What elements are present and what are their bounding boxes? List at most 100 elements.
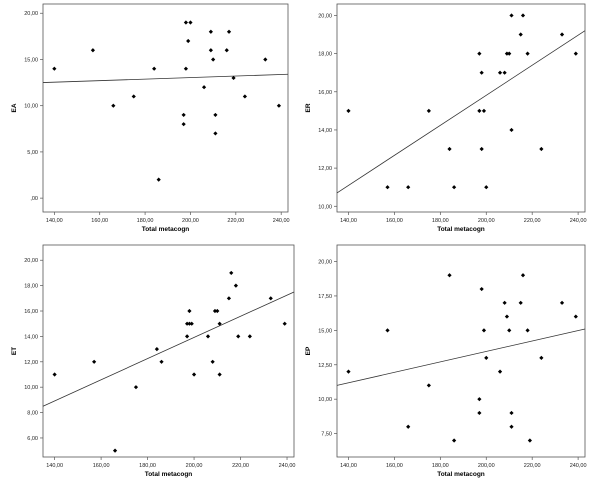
data-point <box>573 51 578 56</box>
data-point <box>210 359 215 364</box>
data-point <box>484 185 489 190</box>
data-point <box>477 410 482 416</box>
fit-line <box>42 291 295 407</box>
x-tick-label: 220,00 <box>227 218 244 224</box>
data-point <box>208 29 213 34</box>
x-tick-label: 180,00 <box>432 218 449 224</box>
data-point <box>263 57 268 62</box>
data-point <box>215 308 220 314</box>
data-point <box>520 273 526 278</box>
data-point <box>497 369 503 374</box>
x-tick-label: 240,00 <box>570 463 587 469</box>
data-point <box>213 112 218 118</box>
data-point <box>527 438 532 443</box>
x-tick-label: 140,00 <box>340 218 357 224</box>
x-tick-label: 140,00 <box>46 463 63 469</box>
y-tick-label: 8,00 <box>27 411 38 417</box>
y-tick-label: 16,00 <box>24 309 38 315</box>
data-point <box>224 48 229 53</box>
data-point <box>477 108 482 113</box>
data-point <box>477 51 482 56</box>
data-point <box>509 13 514 18</box>
data-point <box>509 127 514 133</box>
data-point <box>504 51 510 56</box>
data-point <box>559 300 565 305</box>
data-point <box>385 328 390 333</box>
data-point <box>187 308 192 314</box>
x-tick-label: 240,00 <box>279 463 296 469</box>
data-point <box>231 75 236 81</box>
y-tick-label: 5,00 <box>27 150 38 156</box>
data-point <box>385 185 390 190</box>
data-point <box>154 346 159 352</box>
y-tick-label: 20,00 <box>318 260 332 266</box>
y-axis-title: EA <box>11 103 18 112</box>
data-point <box>189 321 194 326</box>
y-tick-label: ,00 <box>30 196 38 202</box>
y-tick-label: 20,00 <box>318 13 332 19</box>
data-point <box>497 70 503 75</box>
data-point <box>184 321 190 326</box>
data-point <box>502 300 507 305</box>
data-point <box>573 314 578 319</box>
data-point <box>447 146 452 152</box>
y-tick-label: 18,00 <box>24 284 38 290</box>
chart-panel-ea: 140,00 160,00 180,00 200,00 220,00 240,00 ,00 5… <box>11 3 290 233</box>
x-tick-label: 220,00 <box>232 463 249 469</box>
x-tick-label: 160,00 <box>91 218 108 224</box>
data-point <box>525 51 530 56</box>
data-point <box>426 108 431 113</box>
x-tick-label: 200,00 <box>182 218 199 224</box>
data-point <box>191 372 197 377</box>
x-axis-title: Total metacogn <box>437 226 485 233</box>
y-tick-label: 10,00 <box>318 397 332 403</box>
plot-area-frame <box>336 3 586 213</box>
data-point <box>205 334 211 339</box>
x-tick-label: 180,00 <box>139 463 156 469</box>
data-point <box>520 13 526 18</box>
x-tick-label: 180,00 <box>137 218 154 224</box>
data-point <box>484 355 489 360</box>
data-point <box>181 112 186 118</box>
x-tick-label: 160,00 <box>93 463 110 469</box>
y-tick-label: 12,00 <box>24 360 38 366</box>
data-point <box>187 321 192 326</box>
x-axis-title: Total metacogn <box>142 226 190 233</box>
x-tick-label: 240,00 <box>570 218 587 224</box>
x-tick-label: 240,00 <box>273 218 290 224</box>
y-tick-label: 20,00 <box>24 11 38 17</box>
data-point <box>525 328 530 333</box>
y-axis-title: ET <box>11 347 18 355</box>
data-point <box>201 85 207 90</box>
data-point <box>507 51 512 56</box>
chart-panel-ep: 140,00 160,00 180,00 200,00 220,00 240,00 7,50… <box>305 244 587 478</box>
data-point <box>452 438 457 443</box>
data-point <box>502 70 507 75</box>
x-tick-label: 200,00 <box>478 218 495 224</box>
data-point <box>229 270 234 276</box>
x-tick-label: 140,00 <box>46 218 63 224</box>
data-point <box>479 286 484 292</box>
data-point <box>208 48 213 53</box>
data-point <box>188 20 193 25</box>
data-point <box>52 66 57 71</box>
x-tick-label: 160,00 <box>386 218 403 224</box>
data-point <box>90 48 96 53</box>
x-tick-label: 220,00 <box>524 218 541 224</box>
data-point <box>92 359 97 364</box>
data-point <box>213 131 218 136</box>
data-point <box>282 321 287 326</box>
data-point <box>447 273 452 278</box>
data-point <box>504 314 510 319</box>
data-point <box>509 410 514 416</box>
y-tick-label: 10,00 <box>24 385 38 391</box>
x-tick-label: 140,00 <box>340 463 357 469</box>
plot-area-frame <box>336 244 586 458</box>
data-point <box>233 283 238 288</box>
data-point <box>181 122 186 127</box>
data-point <box>186 38 191 44</box>
fit-line <box>42 73 289 83</box>
data-point <box>539 355 544 360</box>
data-point <box>236 334 241 339</box>
data-point <box>156 177 161 182</box>
